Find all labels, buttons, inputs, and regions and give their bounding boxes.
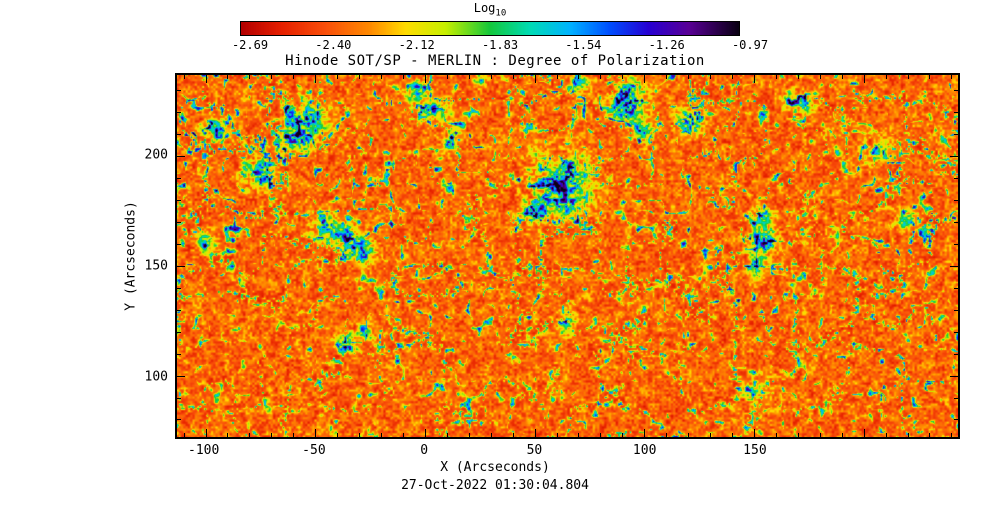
colorbar-tick-label: -2.40 <box>315 38 352 52</box>
y-axis-label: Y (Arcseconds) <box>123 201 139 311</box>
y-tick-label: 150 <box>144 258 168 274</box>
y-tick-label: 100 <box>144 369 168 385</box>
plot-title: Hinode SOT/SP - MERLIN : Degree of Polar… <box>285 53 705 69</box>
heatmap-plot-area <box>175 73 960 439</box>
x-axis-label: X (Arcseconds) <box>440 460 550 475</box>
x-axis-tick-labels: -100 -50 0 50 100 150 <box>175 443 960 459</box>
x-tick-label: 100 <box>632 443 657 458</box>
colorbar-tick-label: -1.83 <box>481 38 519 52</box>
colorbar-title-text: Log <box>473 1 496 15</box>
colorbar-tick-label: -0.97 <box>731 38 769 52</box>
colorbar-tick-label: -2.69 <box>231 38 269 52</box>
colorbar-title: Log10 <box>175 1 805 18</box>
y-axis-tick-labels: 100 150 200 <box>0 73 168 439</box>
heatmap-canvas <box>177 75 958 437</box>
x-tick-label: 150 <box>743 443 767 458</box>
x-tick-label: -50 <box>302 443 326 458</box>
x-tick-label: 50 <box>526 443 543 458</box>
colorbar-tick-label: -1.54 <box>565 38 602 52</box>
x-tick-label: 0 <box>420 443 429 458</box>
y-tick-label: 200 <box>144 147 168 163</box>
colorbar <box>240 21 740 36</box>
x-tick-label: -100 <box>188 443 220 458</box>
colorbar-title-sub: 10 <box>495 8 507 19</box>
timestamp: 27-Oct-2022 01:30:04.804 <box>401 478 589 493</box>
colorbar-tick-label: -1.26 <box>648 38 685 52</box>
colorbar-tick-label: -2.12 <box>398 38 435 52</box>
colorbar-tick-labels: -2.69 -2.40 -2.12 -1.83 -1.54 -1.26 -0.97 <box>232 38 768 52</box>
